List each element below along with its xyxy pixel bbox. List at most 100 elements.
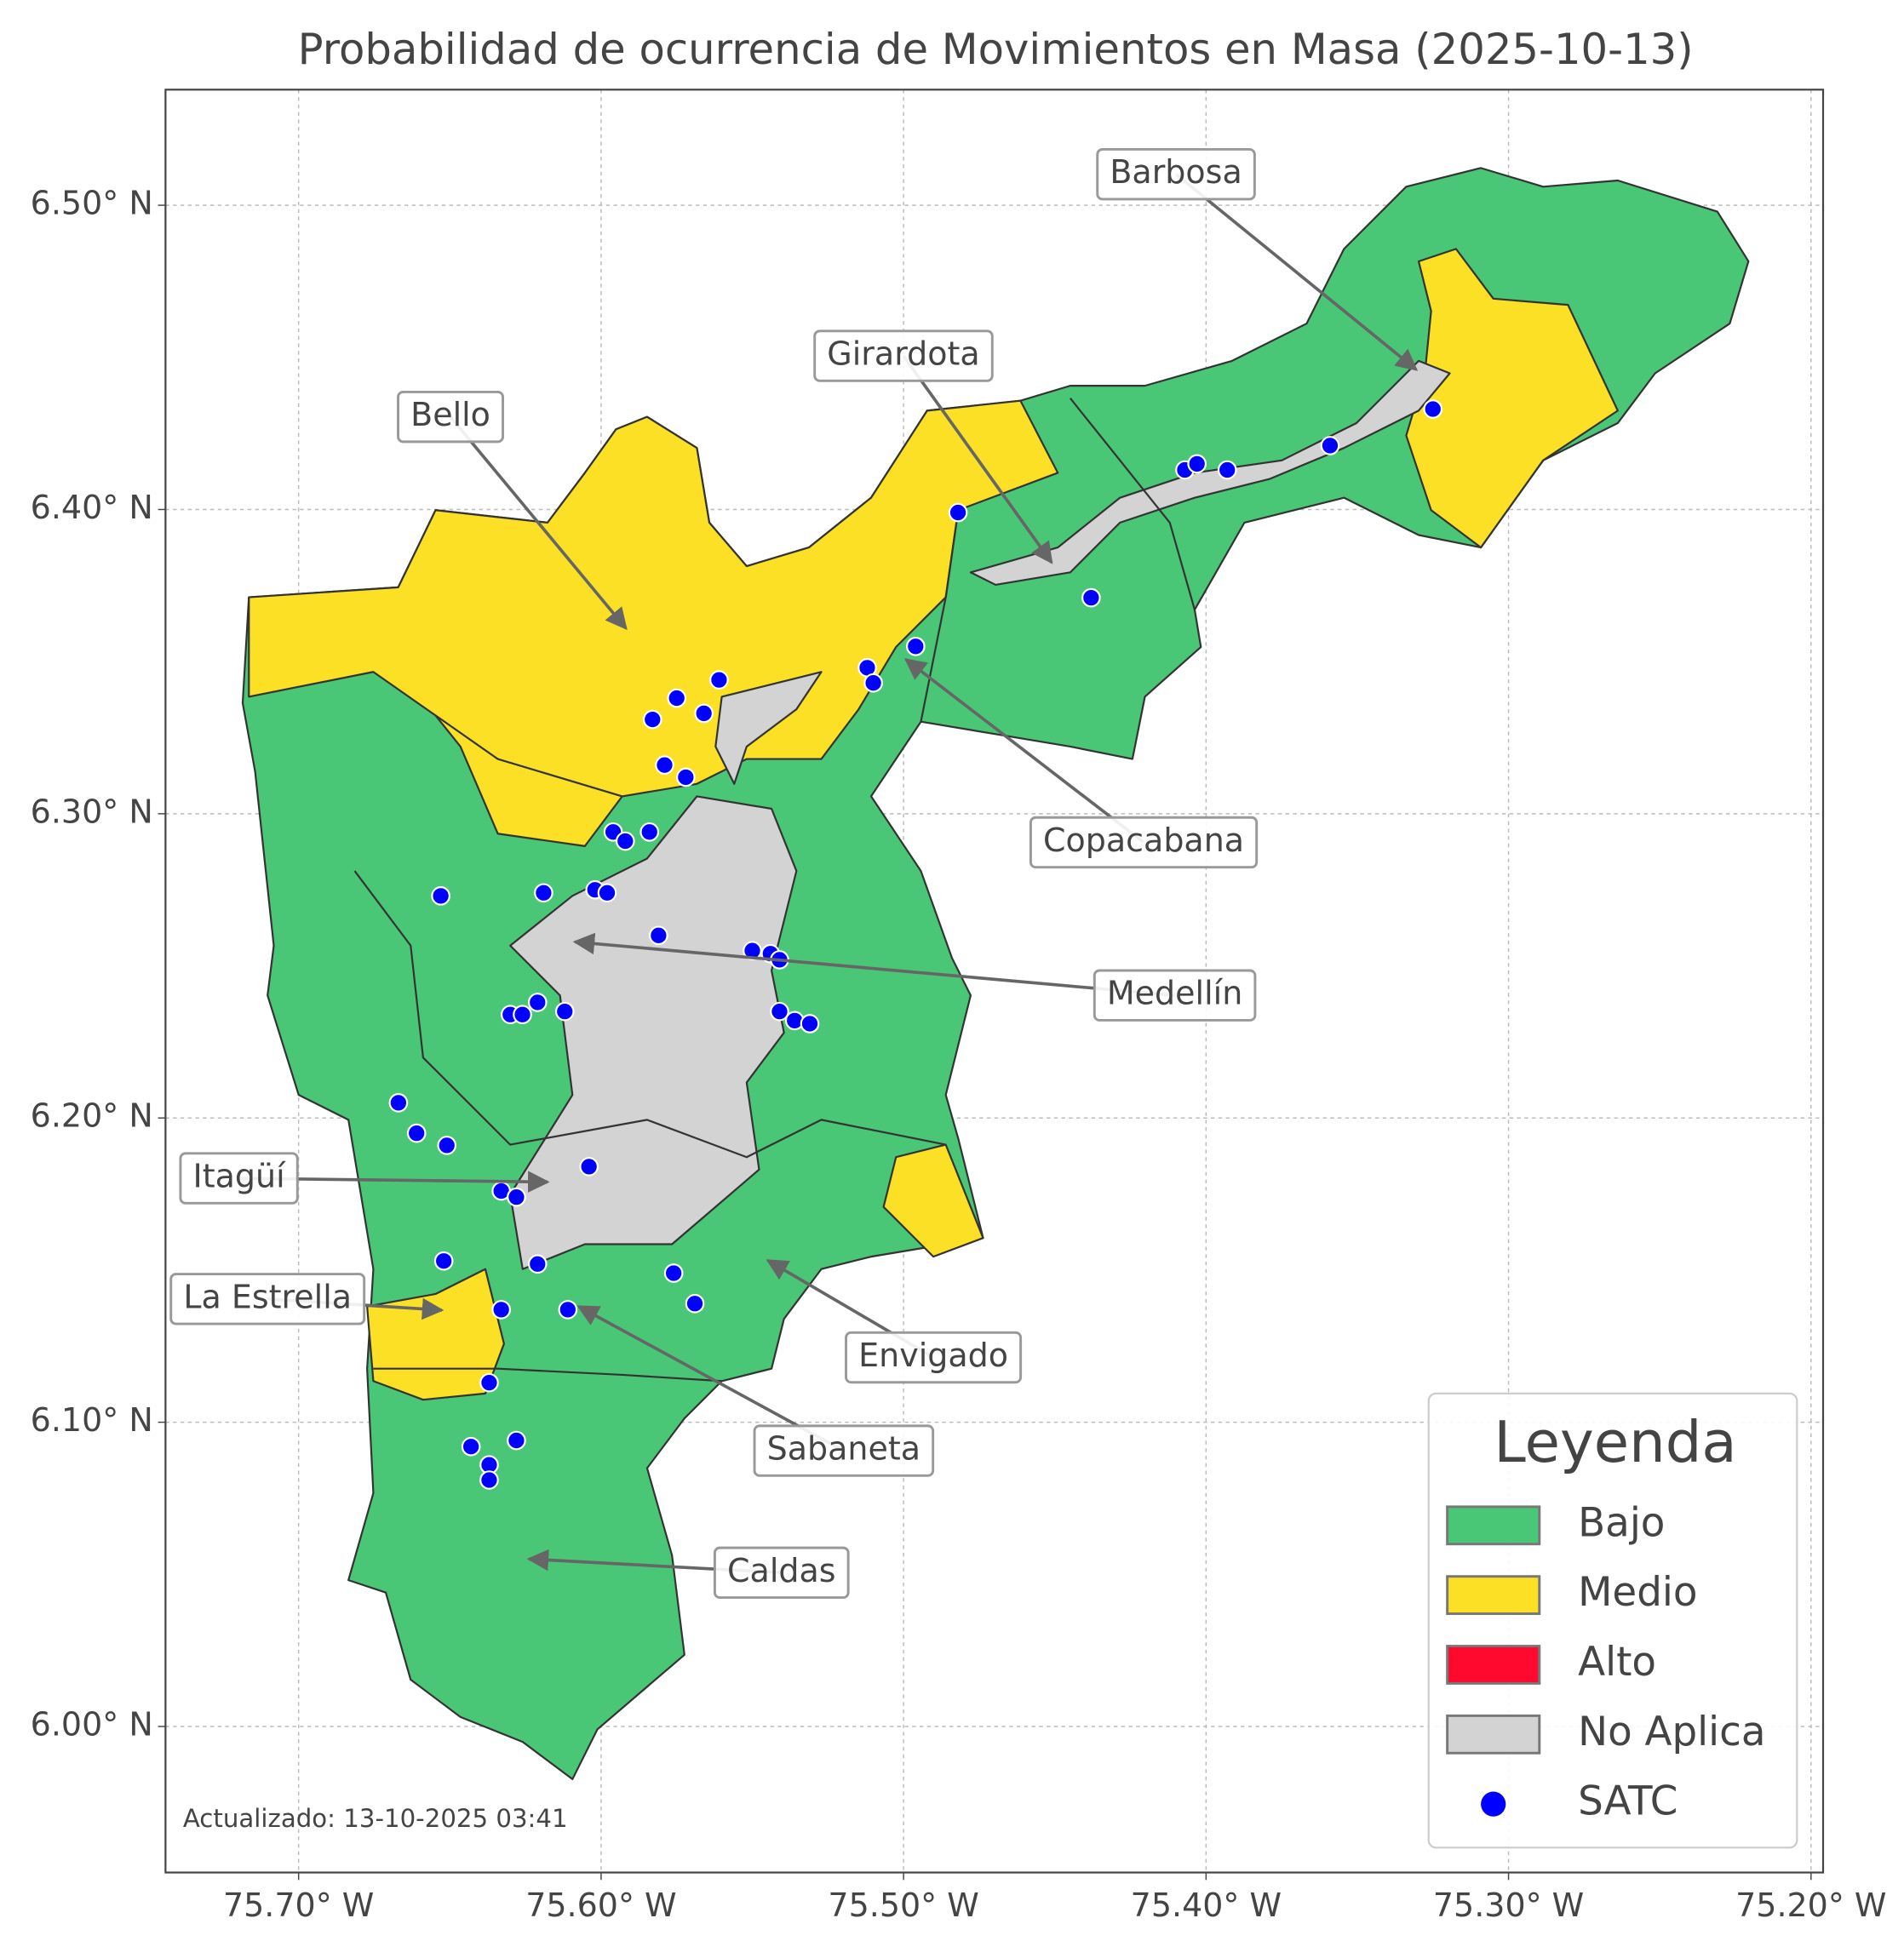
region-no-aplica bbox=[714, 671, 823, 785]
plot-frame bbox=[164, 89, 1825, 1874]
legend-swatch bbox=[1446, 1645, 1541, 1685]
legend-label: SATC bbox=[1578, 1779, 1677, 1825]
legend-title: Leyenda bbox=[1494, 1409, 1736, 1475]
legend-marker bbox=[1481, 1791, 1506, 1817]
x-tick-label: 75.40° W bbox=[1131, 1887, 1282, 1924]
satc-point bbox=[479, 1470, 499, 1490]
satc-point bbox=[800, 1014, 820, 1033]
legend-label: Alto bbox=[1578, 1640, 1656, 1686]
y-tick-label: 6.00° N bbox=[31, 1706, 153, 1743]
satc-point bbox=[639, 822, 660, 842]
label-box bbox=[1096, 147, 1256, 201]
satc-point bbox=[437, 1136, 457, 1155]
place-label: Caldas bbox=[727, 1552, 836, 1589]
x-tick-label: 75.30° W bbox=[1433, 1887, 1584, 1924]
legend-label: Bajo bbox=[1578, 1500, 1665, 1546]
satc-point bbox=[676, 767, 696, 787]
footer: Actualizado: 13-10-2025 03:41 bbox=[183, 1804, 568, 1833]
region-no-aplica bbox=[509, 795, 798, 1270]
satc-point bbox=[597, 883, 617, 903]
satc-point bbox=[461, 1436, 481, 1457]
map-title: Probabilidad de ocurrencia de Movimiento… bbox=[298, 25, 1694, 74]
satc-point bbox=[1081, 587, 1101, 608]
satc-point bbox=[1320, 436, 1340, 455]
satc-point bbox=[1423, 399, 1443, 419]
satc-point bbox=[388, 1093, 409, 1113]
satc-point bbox=[554, 1001, 575, 1022]
satc-point bbox=[491, 1300, 511, 1320]
satc-point bbox=[709, 670, 729, 690]
label-arrow bbox=[449, 415, 628, 631]
x-tick-label: 75.60° W bbox=[525, 1887, 676, 1924]
place-label: Copacabana bbox=[1043, 822, 1244, 859]
satc-point bbox=[1217, 460, 1237, 480]
label-box bbox=[397, 390, 505, 444]
y-tick-label: 6.30° N bbox=[31, 793, 153, 830]
legend-swatch bbox=[1446, 1505, 1541, 1546]
x-tick-label: 75.70° W bbox=[223, 1887, 374, 1924]
satc-point bbox=[527, 993, 548, 1012]
x-tick-label: 75.50° W bbox=[828, 1887, 978, 1924]
place-label: Medellín bbox=[1107, 975, 1242, 1012]
place-label: Envigado bbox=[858, 1337, 1008, 1374]
legend-swatch bbox=[1446, 1714, 1541, 1755]
legend-swatch bbox=[1446, 1575, 1541, 1616]
label-arrow bbox=[902, 354, 1053, 564]
satc-point bbox=[406, 1123, 427, 1143]
place-label: La Estrella bbox=[183, 1278, 352, 1315]
satc-point bbox=[507, 1430, 526, 1451]
satc-point bbox=[1187, 454, 1207, 474]
label-box bbox=[1029, 816, 1259, 869]
y-tick-label: 6.10° N bbox=[31, 1401, 153, 1439]
place-label: Barbosa bbox=[1110, 153, 1242, 191]
place-label: Sabaneta bbox=[767, 1430, 920, 1468]
label-box bbox=[1093, 969, 1257, 1022]
region-no-aplica bbox=[969, 359, 1451, 587]
x-tick-label: 75.20° W bbox=[1735, 1887, 1886, 1924]
satc-point bbox=[513, 1005, 532, 1025]
satc-point bbox=[906, 636, 926, 656]
satc-point bbox=[431, 886, 450, 906]
y-tick-label: 6.50° N bbox=[31, 185, 153, 222]
place-label: Bello bbox=[410, 396, 490, 433]
satc-point bbox=[527, 1254, 548, 1274]
satc-point bbox=[863, 673, 883, 693]
satc-point bbox=[579, 1157, 599, 1177]
satc-point bbox=[743, 941, 762, 961]
satc-point bbox=[685, 1293, 705, 1314]
satc-point bbox=[534, 883, 553, 903]
y-tick-label: 6.20° N bbox=[31, 1097, 153, 1135]
boundary bbox=[920, 510, 960, 722]
satc-point bbox=[770, 1001, 789, 1022]
label-box bbox=[713, 1546, 850, 1600]
place-label: Itagüí bbox=[193, 1158, 287, 1195]
satc-point bbox=[694, 703, 714, 724]
legend-label: Medio bbox=[1578, 1570, 1697, 1616]
satc-point bbox=[558, 1300, 578, 1320]
label-box bbox=[845, 1331, 1023, 1384]
boundary bbox=[434, 714, 623, 798]
region-medio bbox=[882, 1143, 984, 1258]
region-medio bbox=[248, 399, 1059, 847]
satc-point bbox=[479, 1372, 499, 1393]
satc-point bbox=[507, 1187, 526, 1207]
label-arrow bbox=[1174, 173, 1419, 371]
label-box bbox=[813, 329, 994, 382]
satc-point bbox=[655, 755, 674, 776]
legend-label: No Aplica bbox=[1578, 1709, 1765, 1755]
label-arrow bbox=[903, 658, 1145, 844]
satc-point bbox=[948, 502, 968, 523]
satc-point bbox=[649, 925, 668, 946]
boundary bbox=[373, 1367, 722, 1383]
boundary bbox=[1069, 398, 1196, 610]
y-tick-label: 6.40° N bbox=[31, 489, 153, 526]
place-label: Girardota bbox=[827, 335, 979, 373]
satc-point bbox=[667, 688, 687, 708]
label-box bbox=[169, 1273, 366, 1325]
label-box bbox=[753, 1424, 935, 1477]
satc-point bbox=[433, 1251, 454, 1271]
boundary bbox=[353, 870, 946, 1159]
label-arrow bbox=[572, 932, 1175, 998]
satc-point bbox=[642, 709, 662, 730]
